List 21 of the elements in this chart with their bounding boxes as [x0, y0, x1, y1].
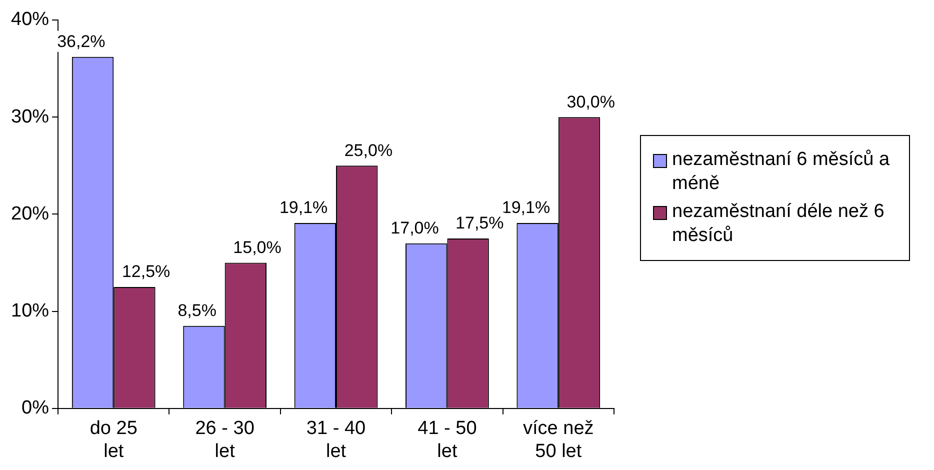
y-tick-label: 30%	[10, 106, 50, 128]
x-tick-label: více než 50 let	[523, 418, 594, 462]
y-tick-label: 0%	[22, 398, 50, 419]
data-label: 8,5%	[178, 301, 216, 320]
data-label: 30,0%	[566, 92, 615, 112]
legend-label: nezaměstnaní déle než 6 měsíců	[672, 200, 886, 248]
data-label: 25,0%	[344, 140, 393, 160]
x-tick-label: 26 - 30 let	[195, 418, 254, 462]
y-tick-label: 40%	[10, 9, 50, 30]
data-label: 17,0%	[390, 218, 439, 238]
data-label: 36,2%	[57, 32, 106, 52]
data-label: 15,0%	[233, 238, 282, 257]
data-label: 19,1%	[279, 198, 328, 218]
x-tick-label: 41 - 50 let	[418, 418, 477, 462]
y-tick-label: 10%	[10, 300, 50, 322]
x-tick-label: do 25 let	[90, 418, 138, 462]
data-label: 17,5%	[456, 214, 504, 233]
y-tick-label: 20%	[10, 203, 50, 224]
data-label: 12,5%	[122, 262, 170, 282]
x-tick-label: 31 - 40 let	[306, 418, 366, 462]
data-label: 19,1%	[502, 198, 550, 218]
